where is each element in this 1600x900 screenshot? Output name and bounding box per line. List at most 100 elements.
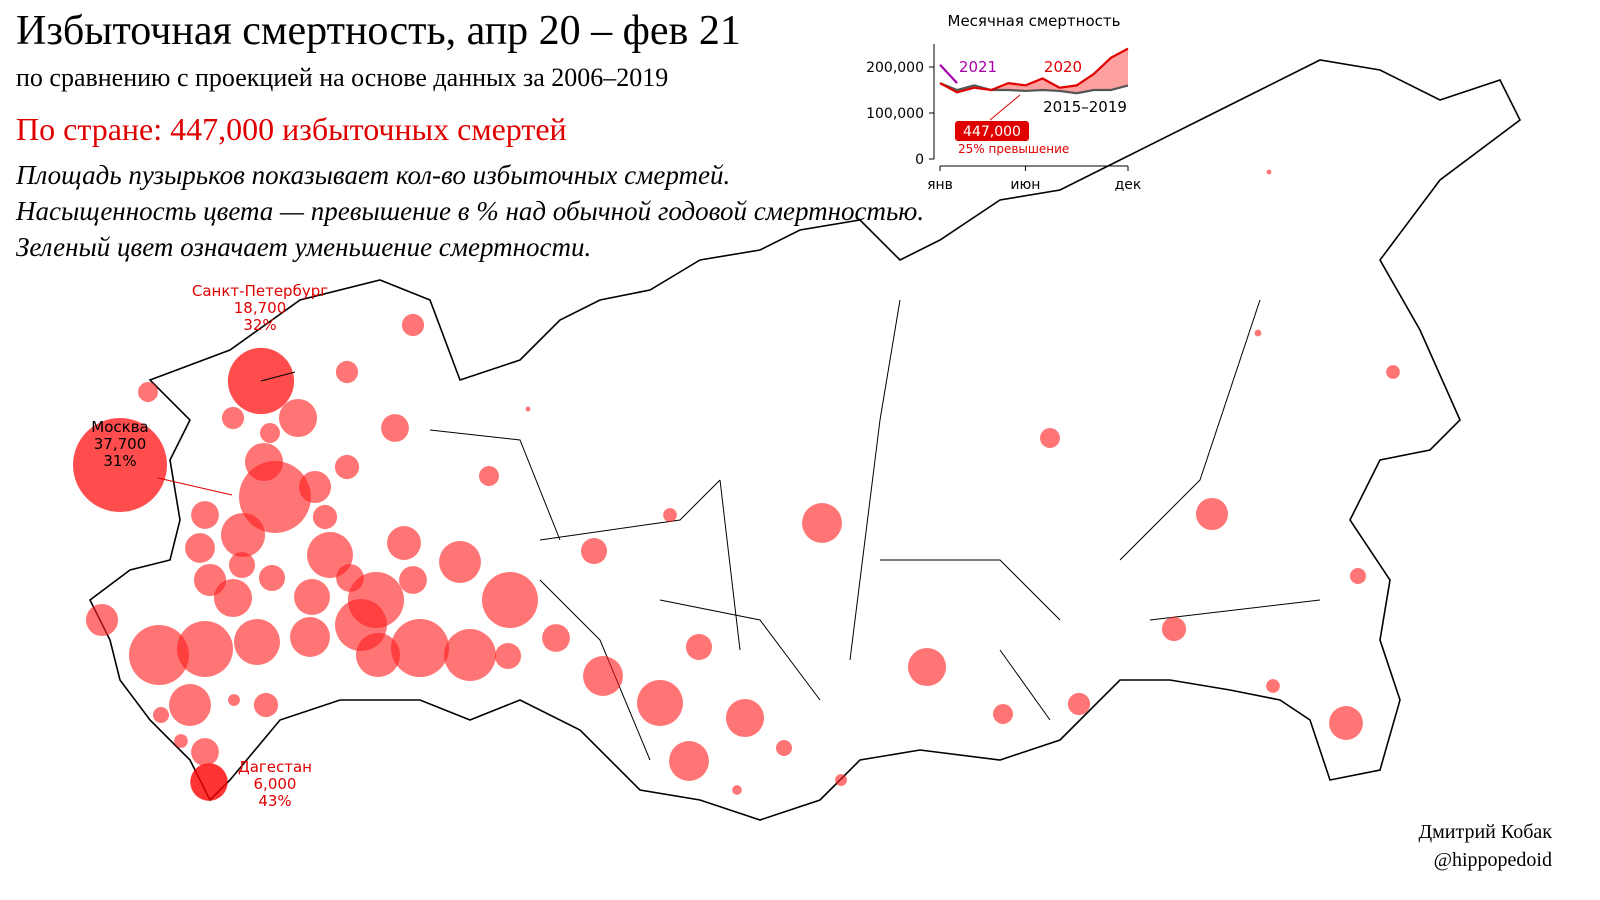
bubble — [1161, 616, 1187, 642]
series-label: 2021 — [959, 58, 997, 76]
bubble — [444, 629, 496, 681]
x-tick-label: янв — [927, 177, 953, 193]
credit: @hippopedoid — [1434, 849, 1552, 871]
bubble — [399, 566, 427, 594]
region-percent: 31% — [103, 452, 136, 470]
series-line — [939, 63, 958, 84]
region-percent: 43% — [258, 792, 291, 810]
bubble — [479, 466, 499, 486]
bubble — [525, 406, 531, 412]
bubble — [174, 734, 188, 748]
bubble — [335, 360, 359, 384]
leader — [157, 477, 233, 496]
bubble — [669, 741, 709, 781]
bubble — [128, 624, 190, 686]
region-percent: 32% — [243, 316, 276, 334]
bubble — [481, 571, 539, 629]
bubble — [176, 620, 234, 678]
bubble — [725, 698, 765, 738]
annotation: 447,000 — [963, 124, 1021, 140]
series-label: 2020 — [1044, 58, 1082, 76]
bubble — [775, 739, 793, 757]
bubble — [85, 603, 119, 637]
bubble — [228, 694, 240, 706]
bubble — [253, 692, 279, 718]
series-line — [939, 47, 1129, 94]
bubble — [258, 564, 286, 592]
region-name: Москва — [91, 418, 148, 436]
annotation-box — [955, 121, 1029, 141]
bubble — [732, 785, 742, 795]
bubble — [73, 418, 167, 512]
bubble — [663, 508, 677, 522]
leader — [260, 371, 296, 382]
excess-area — [940, 48, 1128, 94]
bubble — [169, 684, 211, 726]
note: Зеленый цвет означает уменьшение смертно… — [16, 232, 591, 262]
bubble — [381, 414, 409, 442]
bubble — [1040, 428, 1060, 448]
y-tick-label: 200,000 — [866, 60, 924, 76]
bubble — [278, 398, 318, 438]
subtitle: по сравнению с проекцией на основе данны… — [16, 63, 668, 92]
note: Площадь пузырьков показывает кол-во избы… — [15, 160, 730, 190]
bubble — [1067, 692, 1091, 716]
bubble — [802, 503, 842, 543]
bubble — [685, 633, 713, 661]
map-inner-borders — [429, 299, 1321, 761]
bubble — [1386, 365, 1400, 379]
annotation-line — [989, 94, 1021, 121]
region-value: 18,700 — [234, 299, 287, 317]
bubble — [298, 470, 332, 504]
bubble — [1266, 169, 1272, 175]
x-tick-label: дек — [1115, 177, 1142, 193]
bubble — [239, 461, 311, 533]
bubble — [307, 532, 353, 578]
bubble — [1254, 329, 1262, 337]
bubble — [152, 706, 170, 724]
bubble — [191, 738, 219, 766]
x-tick-label: июн — [1010, 177, 1040, 193]
bubble — [290, 617, 330, 657]
series-line — [939, 82, 1129, 95]
bubble — [637, 680, 683, 726]
bubble — [390, 618, 450, 678]
bubble — [1349, 567, 1367, 585]
region-name: Санкт-Петербург — [192, 282, 328, 300]
bubble — [583, 656, 623, 696]
region-value: 6,000 — [254, 775, 297, 793]
region-name: Дагестан — [238, 758, 312, 776]
credit: Дмитрий Кобак — [1418, 821, 1552, 843]
bubble — [213, 578, 253, 618]
bubble — [138, 382, 158, 402]
y-tick-label: 0 — [915, 152, 924, 168]
bubble — [260, 423, 280, 443]
bubble — [907, 647, 947, 687]
annotation: 25% превышение — [958, 142, 1069, 156]
bubble — [312, 504, 338, 530]
region-value: 37,700 — [94, 435, 147, 453]
bubble — [1329, 706, 1363, 740]
series-label: 2015–2019 — [1043, 98, 1127, 116]
bubble — [294, 579, 330, 615]
bubble — [401, 313, 425, 337]
bubble — [355, 632, 401, 678]
bubble — [220, 512, 266, 558]
bubble — [185, 533, 215, 563]
bubble — [580, 537, 608, 565]
note: Насыщенность цвета — превышение в % над … — [15, 196, 924, 226]
bubble — [439, 541, 481, 583]
bubble — [221, 406, 245, 430]
title: Избыточная смертность, апр 20 – фев 21 — [16, 8, 741, 54]
bubble — [387, 526, 421, 560]
bubble — [835, 774, 847, 786]
bubble — [542, 624, 570, 652]
bubble — [1195, 497, 1229, 531]
bubble — [234, 619, 280, 665]
inset-title: Месячная смертность — [948, 12, 1121, 30]
bubble — [190, 763, 228, 801]
y-tick-label: 100,000 — [866, 106, 924, 122]
bubble — [228, 551, 256, 579]
bubble — [191, 501, 219, 529]
